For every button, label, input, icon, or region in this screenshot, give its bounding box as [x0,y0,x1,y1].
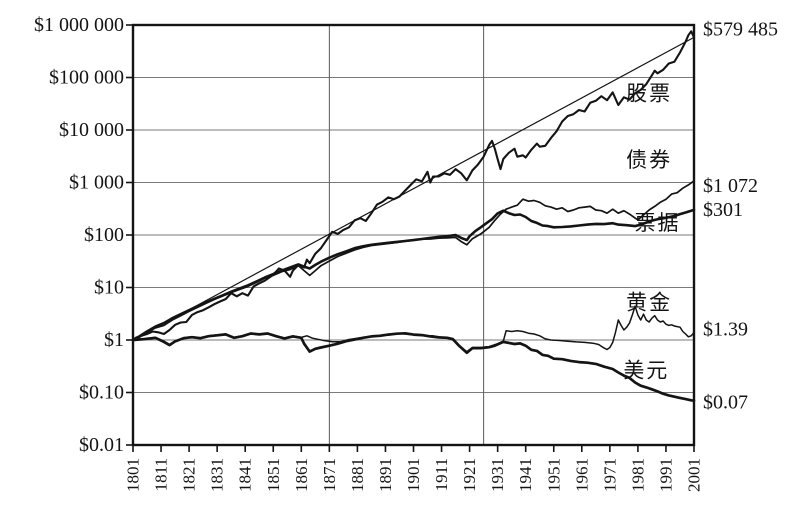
y-tick-label: $1 000 [69,172,124,194]
series-line-dollar [131,331,696,402]
series-paths [131,30,696,402]
series-line-stocks-trend [132,36,695,341]
series-line-stocks [131,30,696,342]
x-tick-label: 1941 [516,458,535,492]
x-tick-label: 1931 [488,458,507,492]
y-tick-label: $0.01 [79,434,124,456]
axis-ticks [126,24,695,452]
x-tick-label: 1811 [152,458,171,491]
x-tick-label: 1881 [348,458,367,492]
series-label-bills: 票据 [635,211,681,235]
y-tick-label: $100 000 [49,67,124,89]
x-tick-label: 1971 [600,458,619,492]
y-axis-labels: $1 000 000 $100 000 $10 000 $1 000 $100 $10 $1… [34,14,124,456]
x-tick-label: 2001 [685,458,704,492]
series-label-stocks: 股票 [626,81,672,105]
x-tick-label: 1901 [404,458,423,492]
end-value-label-bonds: $1 072 [703,175,758,197]
y-tick-label: $0.10 [79,382,124,404]
x-tick-label: 1961 [572,458,591,492]
series-line-bills [131,208,696,342]
end-value-label-dollar: $0.07 [703,392,748,414]
x-tick-label: 1871 [320,458,339,492]
end-value-labels: $579 485 $1 072$301 $1.39 $0.07 [703,18,778,413]
x-tick-label: 1861 [292,458,311,492]
y-tick-label: $1 000 000 [34,14,124,36]
series-line-bonds [132,180,695,341]
end-value-label-bills: $301 [703,199,743,221]
y-tick-label: $100 [84,224,124,246]
x-tick-label: 1921 [460,458,479,492]
series-label-bonds: 债券 [626,148,672,172]
x-axis-labels: 1801 1811 1821 1831 1841 1851 1861 1871 1881 1891… [124,458,704,492]
x-tick-label: 1851 [264,458,283,492]
x-tick-label: 1991 [656,458,675,492]
end-value-label-stocks: $579 485 [703,18,778,40]
y-tick-label: $10 000 [59,119,124,141]
end-value-label-gold: $1.39 [703,318,748,340]
series-label-dollar: 美元 [623,359,669,383]
x-tick-label: 1801 [124,458,143,492]
y-tick-label: $10 [94,277,124,299]
x-tick-label: 1981 [628,458,647,492]
series-line-gold [132,305,695,353]
x-tick-label: 1831 [208,458,227,492]
x-tick-label: 1911 [432,458,451,491]
x-tick-label: 1951 [544,458,563,492]
x-tick-label: 1821 [180,458,199,492]
x-tick-label: 1841 [236,458,255,492]
series-label-gold: 黄金 [626,290,672,314]
y-tick-label: $1 [104,329,124,351]
x-tick-label: 1891 [376,458,395,492]
gridlines [133,25,694,445]
